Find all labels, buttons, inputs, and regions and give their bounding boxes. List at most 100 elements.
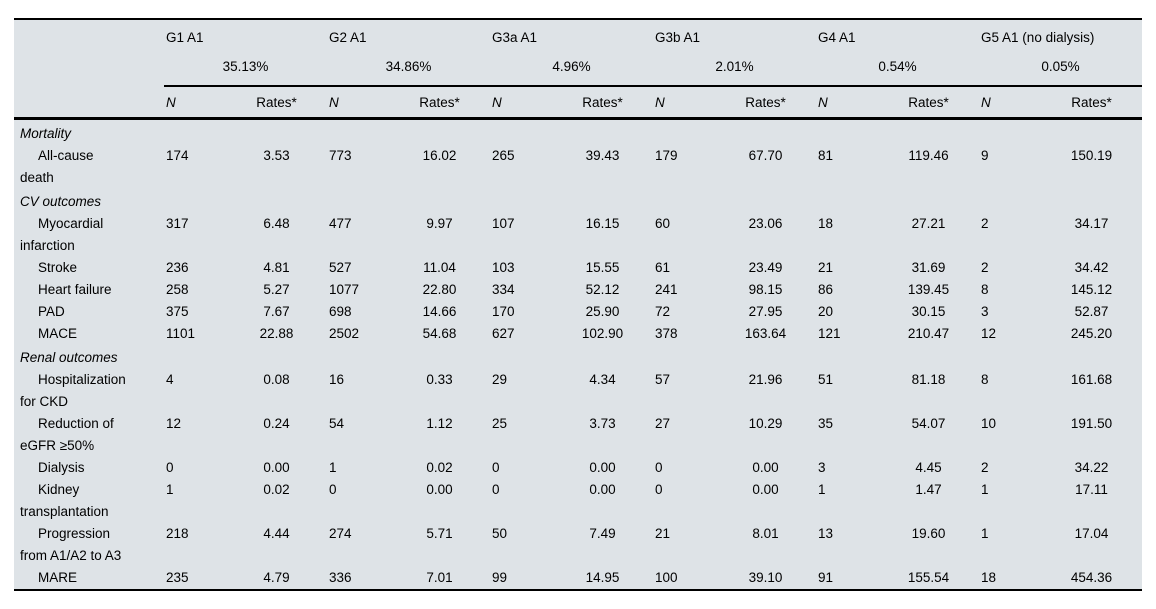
rate-value-cell: 23.49 bbox=[748, 259, 783, 275]
stub-cell bbox=[14, 19, 164, 53]
row-label: Heart failure bbox=[38, 281, 112, 297]
section-row: Renal outcomes bbox=[14, 345, 1142, 369]
n-value-cell: 1101 bbox=[166, 325, 196, 341]
n-value-cell: 91 bbox=[818, 569, 834, 585]
stub-cell bbox=[14, 53, 164, 86]
n-value-cell: 81 bbox=[818, 147, 834, 163]
rate-value-cell: 67.70 bbox=[748, 147, 783, 163]
rate-value-cell: 454.36 bbox=[1070, 569, 1113, 585]
rate-value-cell: 21.96 bbox=[748, 371, 783, 387]
rate-value-cell: 4.44 bbox=[263, 525, 290, 541]
n-value-cell: 29 bbox=[492, 371, 508, 387]
rate-value-cell: 11.04 bbox=[423, 259, 456, 275]
n-column-header: N bbox=[164, 86, 226, 120]
rate-value-cell: 39.43 bbox=[585, 147, 620, 163]
rate-value-cell: 0.00 bbox=[589, 481, 616, 497]
n-value-cell: 773 bbox=[329, 147, 352, 163]
rate-value-cell: 22.80 bbox=[422, 281, 457, 297]
rate-value-cell: 3.53 bbox=[263, 147, 290, 163]
row-label: Stroke bbox=[38, 259, 78, 275]
section-title: CV outcomes bbox=[20, 193, 102, 209]
table-row: Myocardial infarction 317 6.48 477 9.97 107 16… bbox=[14, 213, 1142, 257]
n-value-cell: 18 bbox=[981, 569, 997, 585]
rate-value-cell: 161.68 bbox=[1070, 371, 1113, 387]
n-value-cell: 12 bbox=[166, 415, 182, 431]
rate-value-cell: 7.01 bbox=[426, 569, 453, 585]
rate-value-cell: 22.88 bbox=[259, 325, 294, 341]
column-group-label: G4 A1 bbox=[818, 30, 856, 45]
n-value-cell: 27 bbox=[655, 415, 671, 431]
row-label: Hospitalization for CKD bbox=[20, 371, 126, 409]
rate-value-cell: 16.02 bbox=[422, 147, 457, 163]
n-value-cell: 100 bbox=[655, 569, 678, 585]
table-row: Heart failure 258 5.27 1077 22.80 334 52.12 241… bbox=[14, 279, 1142, 301]
rate-value-cell: 7.67 bbox=[263, 303, 290, 319]
n-value-cell: 241 bbox=[655, 281, 678, 297]
rate-value-cell: 54.07 bbox=[911, 415, 946, 431]
n-value-cell: 2 bbox=[981, 215, 989, 231]
rate-value-cell: 23.06 bbox=[748, 215, 783, 231]
column-group-percentage: 35.13% bbox=[164, 53, 327, 87]
rate-value-cell: 9.97 bbox=[426, 215, 453, 231]
column-group-label: G3a A1 bbox=[492, 30, 538, 45]
n-value-cell: 218 bbox=[166, 525, 189, 541]
rate-value-cell: 15.55 bbox=[585, 259, 620, 275]
rate-value-cell: 52.12 bbox=[585, 281, 620, 297]
n-value-cell: 50 bbox=[492, 525, 508, 541]
rate-value-cell: 0.00 bbox=[426, 481, 453, 497]
n-value-cell: 99 bbox=[492, 569, 508, 585]
n-value-cell: 21 bbox=[655, 525, 671, 541]
rate-value-cell: 0.02 bbox=[263, 481, 290, 497]
column-group-percentage: 0.54% bbox=[816, 53, 980, 87]
n-column-header: N bbox=[327, 86, 389, 120]
column-group-percentage: 0.05% bbox=[979, 53, 1143, 87]
row-label: All-cause death bbox=[20, 147, 94, 185]
rate-value-cell: 17.04 bbox=[1074, 525, 1109, 541]
row-label: MACE bbox=[38, 325, 78, 341]
subheader-row: N Rates* N Rates* N Rates* N Rates* N Rates* N Rate… bbox=[14, 86, 1143, 120]
row-label: Myocardial infarction bbox=[20, 215, 104, 253]
n-value-cell: 375 bbox=[166, 303, 189, 319]
rate-value-cell: 25.90 bbox=[585, 303, 620, 319]
rates-column-header: Rates* bbox=[552, 86, 654, 120]
n-value-cell: 12 bbox=[981, 325, 997, 341]
n-value-cell: 258 bbox=[166, 281, 189, 297]
n-value-cell: 8 bbox=[981, 371, 989, 387]
column-group-percentage: 2.01% bbox=[653, 53, 817, 87]
n-value-cell: 378 bbox=[655, 325, 678, 341]
rate-value-cell: 119.46 bbox=[908, 147, 949, 163]
column-group-label: G1 A1 bbox=[166, 30, 204, 45]
n-value-cell: 3 bbox=[818, 459, 826, 475]
column-group-label: G2 A1 bbox=[329, 30, 367, 45]
rate-value-cell: 191.50 bbox=[1070, 415, 1113, 431]
rate-value-cell: 54.68 bbox=[422, 325, 457, 341]
row-label: Kidney transplantation bbox=[20, 481, 109, 519]
rate-value-cell: 98.15 bbox=[748, 281, 783, 297]
n-value-cell: 1 bbox=[981, 525, 989, 541]
rate-value-cell: 4.34 bbox=[589, 371, 616, 387]
section-title: Renal outcomes bbox=[20, 349, 118, 365]
n-value-cell: 8 bbox=[981, 281, 989, 297]
table-row: Dialysis 0 0.00 1 0.02 0 0.00 0 0.00 3 4.45 2 34.22 bbox=[14, 457, 1142, 479]
n-value-cell: 0 bbox=[166, 459, 174, 475]
rate-value-cell: 27.95 bbox=[748, 303, 783, 319]
rate-value-cell: 0.00 bbox=[752, 459, 779, 475]
rate-value-cell: 155.54 bbox=[907, 569, 950, 585]
section-row: Mortality bbox=[14, 118, 1142, 145]
n-value-cell: 698 bbox=[329, 303, 352, 319]
n-value-cell: 236 bbox=[166, 259, 189, 275]
rate-value-cell: 0.33 bbox=[426, 371, 453, 387]
rates-column-header: Rates* bbox=[715, 86, 817, 120]
table-row: Progression from A1/A2 to A3 218 4.44 274 5.… bbox=[14, 523, 1142, 567]
n-value-cell: 0 bbox=[655, 481, 663, 497]
rates-column-header: Rates* bbox=[389, 86, 490, 120]
n-value-cell: 21 bbox=[818, 259, 834, 275]
rate-value-cell: 27.21 bbox=[911, 215, 946, 231]
n-value-cell: 13 bbox=[818, 525, 834, 541]
n-value-cell: 336 bbox=[329, 569, 352, 585]
table-row: All-cause death 174 3.53 773 16.02 265 39.43 17… bbox=[14, 145, 1142, 189]
n-value-cell: 4 bbox=[166, 371, 174, 387]
rate-value-cell: 16.15 bbox=[585, 215, 620, 231]
table-row: PAD 375 7.67 698 14.66 170 25.90 72 27.95 20 30.15… bbox=[14, 301, 1142, 323]
section-row: CV outcomes bbox=[14, 189, 1142, 213]
